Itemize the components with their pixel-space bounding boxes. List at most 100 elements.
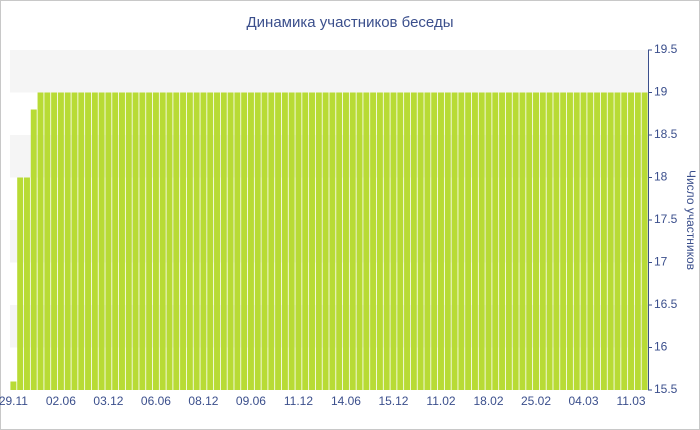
bar [349, 92, 356, 390]
bar [485, 92, 492, 390]
bar [17, 177, 24, 390]
bar [275, 92, 282, 390]
bar [159, 92, 166, 390]
bar [390, 92, 397, 390]
bar [315, 92, 322, 390]
y-tick-label: 18.5 [654, 127, 678, 141]
bar [71, 92, 78, 390]
bar [553, 92, 560, 390]
bar [44, 92, 51, 390]
bar [526, 92, 533, 390]
bar [85, 92, 92, 390]
chart-title: Динамика участников беседы [247, 14, 454, 31]
x-tick-label: 08.12 [188, 394, 218, 408]
y-tick-label: 16.5 [654, 297, 678, 311]
bar [227, 92, 234, 390]
bar [91, 92, 98, 390]
bar [594, 92, 601, 390]
y-tick-label: 19 [654, 85, 668, 99]
bar [634, 92, 641, 390]
x-tick-label: 18.02 [473, 394, 503, 408]
bar [546, 92, 553, 390]
bar [214, 92, 220, 390]
bar [376, 92, 383, 390]
y-tick-label: 19.5 [654, 42, 678, 56]
bar [431, 92, 438, 390]
bar [641, 92, 648, 390]
bar [329, 92, 336, 390]
bar [152, 92, 159, 390]
x-tick-label: 15.12 [378, 394, 408, 408]
bar [600, 92, 607, 390]
bar [78, 92, 85, 390]
bar [247, 92, 254, 390]
bar [621, 92, 628, 390]
bar [302, 92, 309, 390]
bar [628, 92, 635, 390]
bar [288, 92, 295, 390]
bar [458, 92, 465, 390]
bar [309, 92, 316, 390]
bar [241, 92, 248, 390]
bar [356, 92, 363, 390]
x-tick-label: 29.11 [0, 394, 28, 408]
bar [207, 92, 214, 390]
bar [193, 92, 200, 390]
bar [268, 92, 275, 390]
bar [492, 92, 499, 390]
grid-band [10, 50, 648, 93]
bar [57, 92, 64, 390]
bar [10, 381, 17, 390]
bar [254, 92, 261, 390]
bar [180, 92, 187, 390]
x-tick-label: 11.02 [426, 394, 455, 408]
bar [451, 92, 458, 390]
bar [342, 92, 349, 390]
bar [519, 92, 526, 390]
bar [533, 92, 539, 390]
y-tick-label: 18 [654, 170, 668, 184]
y-axis-label: Число участников [684, 170, 698, 270]
bar [112, 92, 119, 390]
bar [465, 92, 472, 390]
y-tick-label: 15.5 [654, 382, 678, 396]
bar [132, 92, 139, 390]
bar [397, 92, 404, 390]
bar [383, 92, 390, 390]
y-tick-label: 17.5 [654, 212, 678, 226]
x-tick-label: 06.06 [141, 394, 171, 408]
bar [478, 92, 485, 390]
bar [64, 92, 71, 390]
bar [438, 92, 444, 390]
bar [566, 92, 573, 390]
x-tick-label: 03.12 [93, 394, 123, 408]
bar [30, 109, 37, 390]
x-tick-label: 04.03 [569, 394, 599, 408]
bar [560, 92, 567, 390]
bar [220, 92, 227, 390]
bar [166, 92, 173, 390]
y-tick-label: 16 [654, 340, 668, 354]
bar [139, 92, 146, 390]
bar [539, 92, 546, 390]
bar [363, 92, 370, 390]
bar [322, 92, 329, 390]
bar [125, 92, 132, 390]
bar [23, 177, 30, 390]
bar [105, 92, 112, 390]
bar [410, 92, 417, 390]
x-tick-label: 11.12 [284, 394, 313, 408]
bar [234, 92, 241, 390]
bar [417, 92, 424, 390]
x-tick-label: 11.03 [616, 394, 645, 408]
bar [295, 92, 302, 390]
bar [505, 92, 512, 390]
bar [499, 92, 506, 390]
bar [614, 92, 621, 390]
bar [51, 92, 58, 390]
bar [200, 92, 207, 390]
bar [119, 92, 125, 390]
bar [587, 92, 594, 390]
bar [37, 92, 44, 390]
